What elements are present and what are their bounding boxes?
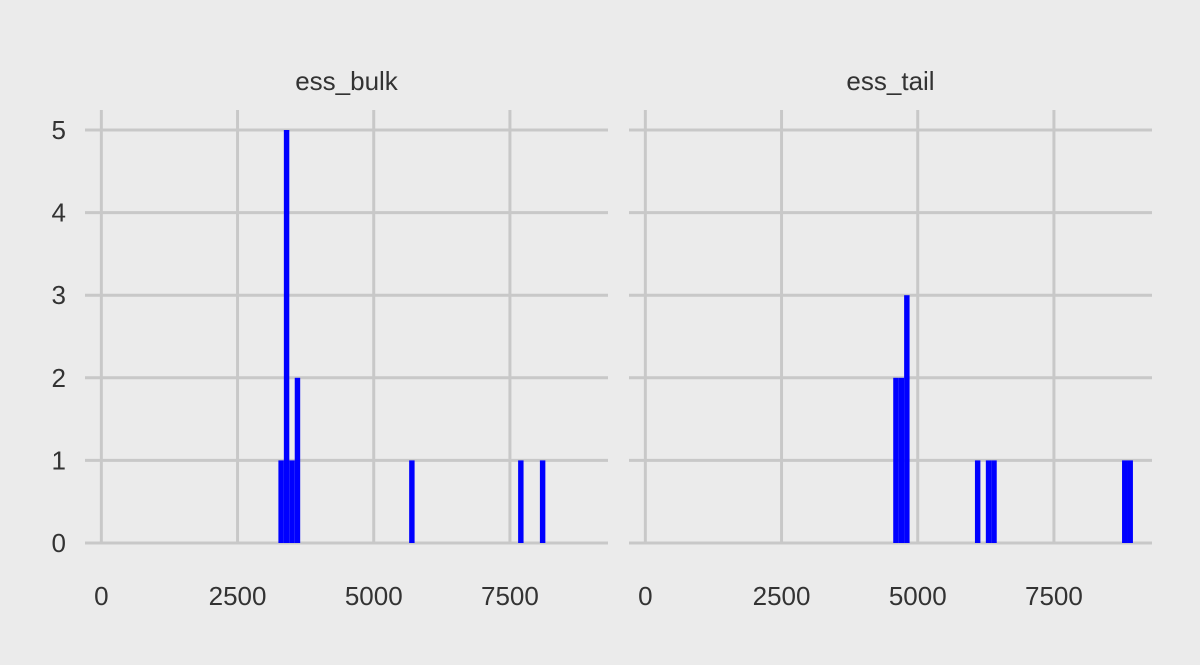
x-tick-label: 7500 <box>1025 581 1083 611</box>
x-tick-label: 7500 <box>481 581 539 611</box>
y-tick-label: 2 <box>52 363 66 393</box>
y-tick-label: 4 <box>52 198 66 228</box>
y-tick-label: 5 <box>52 115 66 145</box>
x-tick-label: 2500 <box>753 581 811 611</box>
histogram-bar <box>1127 460 1133 543</box>
histogram-bar <box>518 460 524 543</box>
x-tick-label: 5000 <box>345 581 403 611</box>
histogram-bar <box>893 377 899 543</box>
histogram-bar <box>294 377 301 543</box>
y-tick-label: 0 <box>52 528 66 558</box>
histogram-bar <box>539 460 546 543</box>
histogram-bar <box>904 295 910 543</box>
x-tick-label: 0 <box>94 581 108 611</box>
histogram-bar <box>283 130 290 543</box>
y-tick-label: 3 <box>52 280 66 310</box>
histogram-bar <box>409 460 415 543</box>
facet-panel-ess_tail: ess_tail 0 2500 5000 7500 <box>629 66 1152 611</box>
histogram-bar <box>278 460 284 543</box>
x-tick-label: 0 <box>638 581 652 611</box>
facet-panel-ess_bulk: ess_bulk 0 2500 5000 7500 0 1 2 3 4 5 <box>52 66 608 611</box>
facet-title: ess_bulk <box>295 66 399 96</box>
histogram-bar <box>898 377 905 543</box>
x-tick-label: 5000 <box>889 581 947 611</box>
histogram-bar <box>289 460 295 543</box>
y-tick-label: 1 <box>52 445 66 475</box>
histogram-bar <box>985 460 992 543</box>
facet-title: ess_tail <box>846 66 934 96</box>
x-tick-label: 2500 <box>209 581 267 611</box>
histogram-bar <box>974 460 981 543</box>
histogram-bar <box>1122 460 1128 543</box>
histogram-bar <box>991 460 997 543</box>
